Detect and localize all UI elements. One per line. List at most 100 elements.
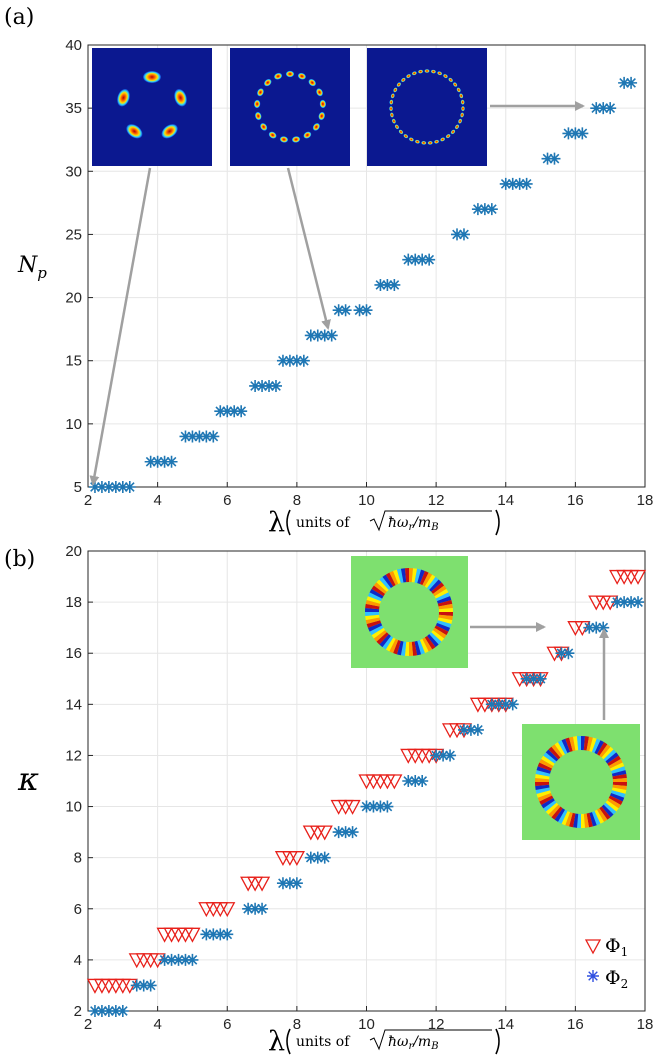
x-tick-label: 14 bbox=[497, 492, 514, 509]
density-lobe bbox=[389, 112, 394, 118]
density-lobe bbox=[461, 106, 465, 112]
phase-stripe bbox=[599, 806, 611, 820]
data-point-asterisk bbox=[172, 953, 185, 966]
x-tick-label: 6 bbox=[223, 1016, 231, 1033]
density-lobe bbox=[285, 70, 295, 78]
phase-stripe bbox=[611, 770, 627, 777]
phase-stripe bbox=[389, 638, 399, 654]
data-point-asterisk bbox=[214, 928, 227, 941]
phase-stripe bbox=[548, 804, 561, 818]
x-tick-label: 4 bbox=[153, 492, 161, 509]
data-point-triangle bbox=[316, 825, 333, 841]
data-point-asterisk bbox=[269, 379, 282, 392]
x-tick-label: 16 bbox=[567, 1016, 584, 1033]
data-point-triangle bbox=[344, 799, 361, 815]
phase-stripe bbox=[597, 742, 608, 756]
data-point-asterisk bbox=[381, 800, 394, 813]
phase-stripe bbox=[597, 808, 608, 822]
panel-a-y-axis-label: Np bbox=[17, 253, 47, 282]
data-point-asterisk bbox=[604, 102, 617, 115]
data-point-asterisk bbox=[534, 672, 547, 685]
phase-stripe bbox=[573, 736, 579, 751]
y-tick-label: 20 bbox=[65, 543, 82, 560]
phase-stripe bbox=[541, 798, 555, 809]
density-lobe bbox=[408, 137, 414, 142]
phase-stripe bbox=[365, 607, 380, 612]
phase-stripe bbox=[367, 622, 383, 632]
density-lobe bbox=[391, 118, 396, 124]
data-point-asterisk bbox=[179, 953, 192, 966]
data-point-asterisk bbox=[513, 177, 526, 190]
data-point-asterisk bbox=[590, 102, 603, 115]
data-point-asterisk bbox=[116, 1005, 129, 1017]
data-point-asterisk bbox=[186, 430, 199, 443]
density-lobe bbox=[316, 88, 323, 97]
phase-stripe bbox=[535, 770, 551, 777]
data-point-asterisk bbox=[485, 698, 498, 711]
density-lobe bbox=[318, 111, 326, 121]
data-point-asterisk bbox=[416, 775, 429, 787]
y-tick-label: 8 bbox=[74, 850, 82, 867]
phase-stripe bbox=[419, 570, 429, 586]
phase-stripe bbox=[605, 800, 619, 812]
data-point-asterisk bbox=[367, 800, 380, 813]
phase-stripe bbox=[561, 811, 571, 826]
data-point-asterisk bbox=[165, 455, 178, 468]
phase-stripe bbox=[594, 809, 604, 824]
thirty-five-lobe-density-inset bbox=[367, 48, 487, 166]
phase-stripe bbox=[535, 782, 550, 787]
phase-stripe bbox=[409, 641, 414, 656]
data-point-asterisk bbox=[423, 253, 436, 266]
seventeen-lobe-density-inset bbox=[230, 48, 350, 166]
phase-stripe bbox=[365, 617, 381, 625]
phase-stripe bbox=[371, 585, 386, 597]
phase-stripe bbox=[389, 570, 399, 586]
data-point-asterisk bbox=[332, 304, 345, 317]
density-lobe bbox=[417, 69, 424, 74]
phase-stripe bbox=[589, 737, 597, 752]
density-lobe bbox=[263, 78, 272, 87]
density-lobe bbox=[396, 82, 402, 87]
data-point-asterisk bbox=[562, 127, 575, 140]
data-point-asterisk bbox=[249, 902, 262, 915]
density-lobe bbox=[257, 88, 264, 97]
phase-stripe bbox=[586, 736, 593, 752]
density-lobe bbox=[273, 72, 283, 80]
density-lobe bbox=[460, 112, 465, 118]
panel-b: (b) 2 4 6 8 10 12 14 16 18 2 4 6 8 10 12 14 16 18 20 κ λ … bbox=[4, 543, 653, 1055]
data-point-asterisk bbox=[485, 203, 498, 216]
panel-b-label: (b) bbox=[4, 547, 35, 572]
data-point-asterisk bbox=[374, 800, 387, 813]
phase-stripe bbox=[535, 777, 550, 782]
y-tick-label: 35 bbox=[65, 100, 82, 117]
phase-stripe bbox=[373, 630, 387, 642]
phase-stripe bbox=[424, 635, 436, 650]
data-point-asterisk bbox=[499, 698, 512, 711]
data-point-asterisk bbox=[193, 430, 206, 443]
y-tick-label: 40 bbox=[65, 37, 82, 54]
phase-stripe bbox=[612, 782, 627, 787]
phase-stripe bbox=[603, 802, 617, 815]
data-point-asterisk bbox=[214, 405, 227, 418]
data-point-asterisk bbox=[276, 354, 289, 367]
density-lobe bbox=[452, 82, 458, 87]
phase-stripe bbox=[611, 766, 626, 774]
phase-stripe bbox=[576, 813, 581, 828]
y-tick-label: 10 bbox=[65, 799, 82, 816]
data-point-asterisk bbox=[200, 928, 213, 941]
density-lobe bbox=[390, 93, 395, 99]
panel-a-x-ticks: 2 4 6 8 10 12 14 16 18 bbox=[84, 482, 653, 509]
phase-stripe bbox=[539, 795, 554, 805]
phase-stripe bbox=[610, 762, 625, 772]
phase-stripe bbox=[569, 812, 576, 828]
y-tick-label: 10 bbox=[65, 416, 82, 433]
data-point-asterisk bbox=[109, 1005, 122, 1017]
phase-stripe bbox=[539, 759, 554, 769]
x-tick-label: 8 bbox=[293, 492, 301, 509]
phase-stripe bbox=[411, 568, 418, 583]
data-point-asterisk bbox=[555, 647, 568, 660]
x-tick-label: 2 bbox=[84, 1016, 92, 1033]
phase-stripe bbox=[589, 812, 597, 827]
phase-stripe bbox=[573, 813, 579, 828]
x-tick-label: 4 bbox=[153, 1016, 161, 1033]
